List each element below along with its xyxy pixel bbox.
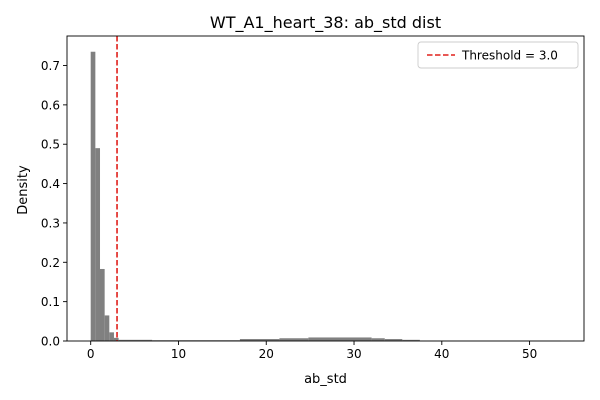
legend-box — [417, 41, 579, 69]
chart-title: WT_A1_heart_38: ab_std dist — [210, 13, 441, 33]
histogram-bar-8 — [239, 339, 280, 341]
histogram-bar-10 — [308, 337, 372, 341]
x-tick-label: 50 — [522, 347, 537, 361]
y-tick-label: 0.7 — [41, 59, 60, 73]
y-axis: 0.0 0.1 0.2 0.3 0.4 0.5 0.6 0.7 — [41, 59, 67, 349]
plot-area — [66, 35, 585, 342]
legend-label: Threshold = 3.0 — [461, 49, 558, 63]
histogram-bar-2 — [100, 268, 105, 341]
y-tick-label: 0.5 — [41, 138, 60, 152]
histogram-bar-4 — [109, 332, 114, 341]
x-tick-label: 40 — [434, 347, 449, 361]
histogram-bar-13 — [402, 339, 420, 341]
x-tick-label: 10 — [171, 347, 186, 361]
histogram-bar-6 — [118, 339, 153, 341]
y-axis-label: Density — [16, 165, 31, 215]
x-tick-label: 20 — [259, 347, 274, 361]
histogram-bar-11 — [371, 338, 385, 341]
legend: Threshold = 3.0 — [417, 41, 579, 69]
histogram-bar-9 — [279, 338, 309, 341]
histogram-bar-5 — [113, 337, 119, 341]
y-tick-label: 0.4 — [41, 177, 60, 191]
y-tick-label: 0.2 — [41, 256, 60, 270]
histogram-bar-12 — [384, 339, 403, 341]
histogram-bar-1 — [95, 148, 101, 341]
x-axis-label: ab_std — [304, 372, 347, 387]
y-tick-label: 0.0 — [41, 335, 60, 349]
histogram-bar-3 — [104, 315, 110, 341]
y-tick-label: 0.1 — [41, 295, 60, 309]
x-tick-label: 0 — [87, 347, 95, 361]
axes-frame — [66, 35, 585, 342]
x-tick-label: 30 — [346, 347, 361, 361]
x-axis: 0 10 20 30 40 50 — [87, 341, 537, 361]
y-tick-label: 0.6 — [41, 98, 60, 112]
histogram-bar-0 — [90, 51, 96, 341]
y-tick-label: 0.3 — [41, 216, 60, 230]
